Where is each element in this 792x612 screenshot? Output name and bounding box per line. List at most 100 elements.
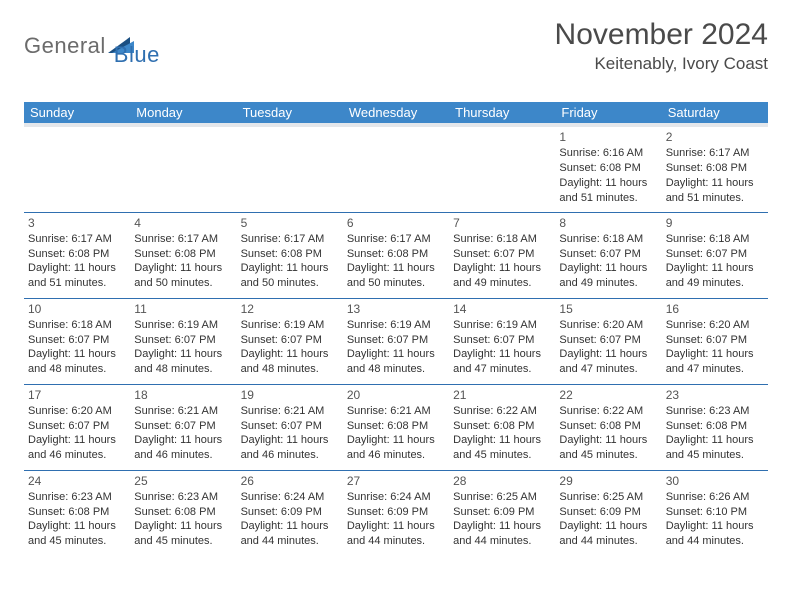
day-info-line: Sunrise: 6:18 AM xyxy=(559,232,657,247)
day-number: 12 xyxy=(241,301,339,317)
day-info-line: Sunset: 6:08 PM xyxy=(347,247,445,262)
day-info-line: Sunset: 6:08 PM xyxy=(666,419,764,434)
calendar-day-cell: 14Sunrise: 6:19 AMSunset: 6:07 PMDayligh… xyxy=(449,298,555,384)
day-info-line: Sunrise: 6:17 AM xyxy=(241,232,339,247)
calendar-week-row: 17Sunrise: 6:20 AMSunset: 6:07 PMDayligh… xyxy=(24,384,768,470)
day-info-line: Daylight: 11 hours and 46 minutes. xyxy=(134,433,232,463)
calendar-day-cell: 22Sunrise: 6:22 AMSunset: 6:08 PMDayligh… xyxy=(555,384,661,470)
day-info-line: Sunset: 6:08 PM xyxy=(28,247,126,262)
day-info-line: Sunset: 6:07 PM xyxy=(666,247,764,262)
day-info-line: Daylight: 11 hours and 48 minutes. xyxy=(134,347,232,377)
day-number: 17 xyxy=(28,387,126,403)
day-info-line: Sunrise: 6:17 AM xyxy=(666,146,764,161)
day-info-line: Sunrise: 6:18 AM xyxy=(666,232,764,247)
day-info-line: Sunrise: 6:19 AM xyxy=(347,318,445,333)
day-info-line: Sunrise: 6:21 AM xyxy=(241,404,339,419)
calendar-day-cell: 19Sunrise: 6:21 AMSunset: 6:07 PMDayligh… xyxy=(237,384,343,470)
day-info-line: Sunrise: 6:26 AM xyxy=(666,490,764,505)
day-number: 2 xyxy=(666,129,764,145)
calendar-header-row: SundayMondayTuesdayWednesdayThursdayFrid… xyxy=(24,102,768,125)
calendar-day-cell: 30Sunrise: 6:26 AMSunset: 6:10 PMDayligh… xyxy=(662,470,768,556)
day-info-line: Daylight: 11 hours and 44 minutes. xyxy=(241,519,339,549)
day-number: 18 xyxy=(134,387,232,403)
day-info-line: Sunset: 6:07 PM xyxy=(453,333,551,348)
day-info-line: Daylight: 11 hours and 44 minutes. xyxy=(347,519,445,549)
day-info-line: Daylight: 11 hours and 51 minutes. xyxy=(559,176,657,206)
day-info-line: Sunset: 6:07 PM xyxy=(28,419,126,434)
day-info-line: Daylight: 11 hours and 51 minutes. xyxy=(28,261,126,291)
day-info-line: Sunset: 6:07 PM xyxy=(453,247,551,262)
month-title: November 2024 xyxy=(555,18,768,52)
day-info-line: Sunset: 6:08 PM xyxy=(559,161,657,176)
day-info-line: Sunset: 6:09 PM xyxy=(559,505,657,520)
day-info-line: Sunrise: 6:17 AM xyxy=(134,232,232,247)
day-info-line: Daylight: 11 hours and 48 minutes. xyxy=(28,347,126,377)
calendar-week-row: 24Sunrise: 6:23 AMSunset: 6:08 PMDayligh… xyxy=(24,470,768,556)
header: General Blue November 2024 Keitenably, I… xyxy=(24,18,768,74)
day-number: 16 xyxy=(666,301,764,317)
day-info-line: Daylight: 11 hours and 49 minutes. xyxy=(453,261,551,291)
day-info-line: Sunrise: 6:22 AM xyxy=(453,404,551,419)
day-info-line: Daylight: 11 hours and 44 minutes. xyxy=(666,519,764,549)
day-info-line: Sunset: 6:08 PM xyxy=(134,505,232,520)
day-info-line: Sunrise: 6:20 AM xyxy=(559,318,657,333)
day-info-line: Daylight: 11 hours and 45 minutes. xyxy=(666,433,764,463)
day-info-line: Daylight: 11 hours and 46 minutes. xyxy=(28,433,126,463)
day-info-line: Sunset: 6:07 PM xyxy=(559,247,657,262)
day-info-line: Sunset: 6:09 PM xyxy=(453,505,551,520)
day-info-line: Sunset: 6:08 PM xyxy=(28,505,126,520)
location: Keitenably, Ivory Coast xyxy=(555,54,768,74)
calendar-day-cell xyxy=(343,125,449,212)
day-info-line: Daylight: 11 hours and 50 minutes. xyxy=(241,261,339,291)
weekday-header: Wednesday xyxy=(343,102,449,125)
day-info-line: Sunset: 6:07 PM xyxy=(134,419,232,434)
calendar-week-row: 10Sunrise: 6:18 AMSunset: 6:07 PMDayligh… xyxy=(24,298,768,384)
day-info-line: Daylight: 11 hours and 48 minutes. xyxy=(347,347,445,377)
day-info-line: Sunrise: 6:17 AM xyxy=(347,232,445,247)
day-info-line: Sunrise: 6:22 AM xyxy=(559,404,657,419)
day-info-line: Sunset: 6:08 PM xyxy=(241,247,339,262)
day-info-line: Daylight: 11 hours and 47 minutes. xyxy=(559,347,657,377)
day-info-line: Sunrise: 6:25 AM xyxy=(453,490,551,505)
day-info-line: Sunrise: 6:25 AM xyxy=(559,490,657,505)
day-info-line: Daylight: 11 hours and 48 minutes. xyxy=(241,347,339,377)
day-info-line: Sunset: 6:07 PM xyxy=(241,333,339,348)
day-info-line: Sunrise: 6:21 AM xyxy=(134,404,232,419)
day-info-line: Sunrise: 6:16 AM xyxy=(559,146,657,161)
day-info-line: Sunrise: 6:23 AM xyxy=(28,490,126,505)
day-number: 21 xyxy=(453,387,551,403)
day-info-line: Daylight: 11 hours and 44 minutes. xyxy=(559,519,657,549)
logo-text-blue: Blue xyxy=(114,42,160,68)
calendar-day-cell: 8Sunrise: 6:18 AMSunset: 6:07 PMDaylight… xyxy=(555,212,661,298)
calendar-day-cell: 27Sunrise: 6:24 AMSunset: 6:09 PMDayligh… xyxy=(343,470,449,556)
day-info-line: Daylight: 11 hours and 47 minutes. xyxy=(666,347,764,377)
day-info-line: Sunset: 6:07 PM xyxy=(241,419,339,434)
day-info-line: Sunrise: 6:20 AM xyxy=(28,404,126,419)
day-number: 1 xyxy=(559,129,657,145)
day-number: 19 xyxy=(241,387,339,403)
title-block: November 2024 Keitenably, Ivory Coast xyxy=(555,18,768,74)
calendar-day-cell: 9Sunrise: 6:18 AMSunset: 6:07 PMDaylight… xyxy=(662,212,768,298)
calendar-week-row: 1Sunrise: 6:16 AMSunset: 6:08 PMDaylight… xyxy=(24,125,768,212)
calendar-day-cell: 1Sunrise: 6:16 AMSunset: 6:08 PMDaylight… xyxy=(555,125,661,212)
day-number: 11 xyxy=(134,301,232,317)
day-info-line: Daylight: 11 hours and 46 minutes. xyxy=(347,433,445,463)
day-info-line: Sunrise: 6:19 AM xyxy=(453,318,551,333)
day-info-line: Sunrise: 6:19 AM xyxy=(134,318,232,333)
calendar-day-cell: 12Sunrise: 6:19 AMSunset: 6:07 PMDayligh… xyxy=(237,298,343,384)
day-number: 28 xyxy=(453,473,551,489)
calendar-day-cell: 5Sunrise: 6:17 AMSunset: 6:08 PMDaylight… xyxy=(237,212,343,298)
day-info-line: Daylight: 11 hours and 47 minutes. xyxy=(453,347,551,377)
day-number: 9 xyxy=(666,215,764,231)
calendar-day-cell: 24Sunrise: 6:23 AMSunset: 6:08 PMDayligh… xyxy=(24,470,130,556)
day-info-line: Sunset: 6:08 PM xyxy=(134,247,232,262)
calendar-day-cell: 4Sunrise: 6:17 AMSunset: 6:08 PMDaylight… xyxy=(130,212,236,298)
day-info-line: Sunrise: 6:24 AM xyxy=(347,490,445,505)
day-info-line: Daylight: 11 hours and 49 minutes. xyxy=(666,261,764,291)
day-info-line: Daylight: 11 hours and 50 minutes. xyxy=(134,261,232,291)
day-number: 24 xyxy=(28,473,126,489)
weekday-header: Friday xyxy=(555,102,661,125)
day-number: 30 xyxy=(666,473,764,489)
day-number: 22 xyxy=(559,387,657,403)
calendar-day-cell: 25Sunrise: 6:23 AMSunset: 6:08 PMDayligh… xyxy=(130,470,236,556)
